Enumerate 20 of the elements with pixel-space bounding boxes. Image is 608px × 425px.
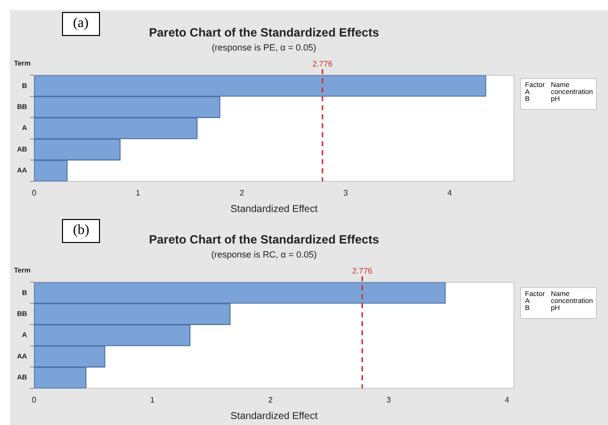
x-tick-label: 0 [32,188,37,198]
x-tick-label: 3 [386,395,392,404]
x-tick-label: 4 [504,395,510,404]
x-tick-label: 4 [447,188,452,198]
text: (b) [62,219,100,243]
chart-title: Pareto Chart of the Standardized Effects [148,26,380,40]
x-tick-label: 1 [150,395,156,404]
ref-line-label: 2.776 [312,59,334,68]
chart-subtitle: (response is PE, α = 0.05) [212,42,316,52]
x-tick-label: 2 [268,395,274,404]
x-tick-label: 0 [32,395,37,404]
x-axis-title: Standardized Effect [230,410,318,422]
x-axis-title: Standardized Effect [230,204,318,215]
x-tick-label: 2 [240,188,245,198]
chart-title: Pareto Chart of the Standardized Effects [148,232,380,247]
text: (a) [62,12,100,36]
x-tick-label: 1 [136,188,141,198]
chart-subtitle: (response is RC, α = 0.05) [211,249,317,260]
ref-line-label: 2.776 [352,266,373,276]
x-tick-label: 3 [344,188,348,198]
